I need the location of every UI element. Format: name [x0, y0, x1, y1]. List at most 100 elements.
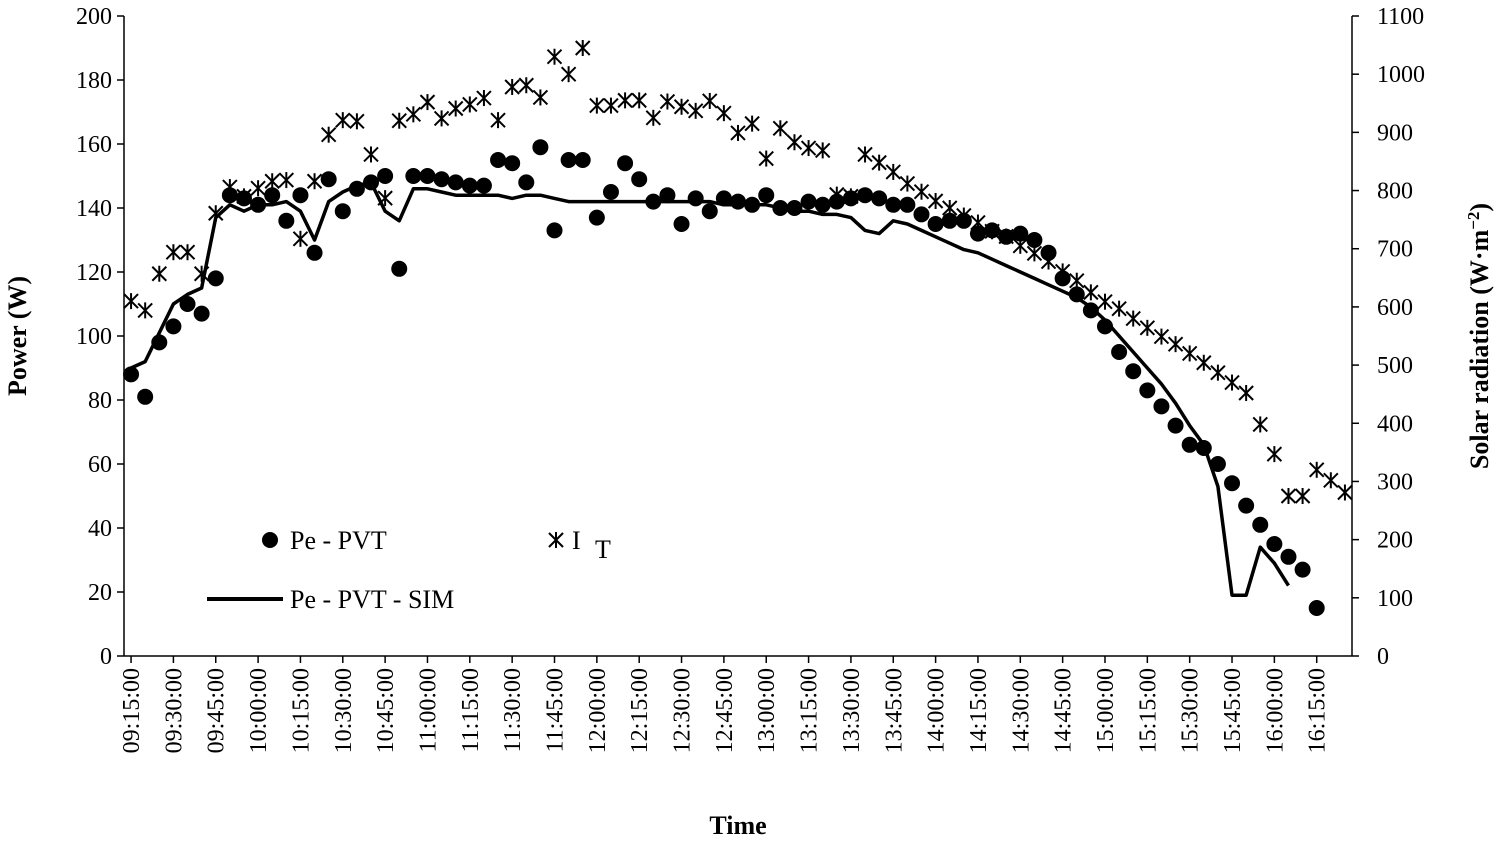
- it-point: [857, 146, 873, 163]
- pe-point: [1181, 436, 1198, 453]
- x-tick-label: 14:00:00: [924, 668, 950, 753]
- x-tick-label: 11:00:00: [415, 668, 441, 752]
- it-point: [617, 92, 633, 109]
- it-point: [349, 113, 365, 130]
- it-point: [814, 142, 831, 159]
- pe-point: [334, 203, 351, 220]
- left-y-axis-title: Power (W): [3, 276, 32, 396]
- right-y-tick-label: 700: [1377, 237, 1413, 263]
- it-point: [320, 126, 337, 143]
- it-point: [786, 134, 803, 151]
- it-point: [1167, 336, 1184, 353]
- it-point: [1069, 272, 1085, 289]
- x-tick-label: 10:15:00: [288, 668, 314, 753]
- right-y-tick-label: 800: [1377, 179, 1413, 205]
- left-y-tick-label: 140: [76, 196, 112, 222]
- pe-point: [363, 174, 380, 191]
- it-point: [730, 124, 746, 141]
- right-y-tick-label: 100: [1377, 586, 1413, 612]
- right-y-tick-label: 500: [1377, 353, 1413, 379]
- pe-point: [1040, 244, 1057, 261]
- it-point: [433, 110, 450, 127]
- x-tick-label: 09:30:00: [161, 668, 187, 753]
- it-point: [208, 205, 224, 222]
- it-point: [306, 173, 323, 190]
- it-point: [1083, 284, 1099, 301]
- pe-point: [193, 305, 210, 322]
- it-point: [447, 100, 464, 117]
- it-point: [546, 48, 563, 65]
- pe-point: [1195, 440, 1212, 456]
- pe-point: [532, 139, 549, 156]
- pe-point: [800, 193, 817, 210]
- it-point: [363, 146, 379, 163]
- it-point: [391, 112, 407, 129]
- it-point: [673, 98, 690, 115]
- it-point: [1139, 319, 1156, 336]
- pe-point: [1054, 270, 1071, 287]
- pe-point: [377, 168, 394, 184]
- pe-point: [602, 184, 619, 200]
- pe-point: [631, 171, 648, 188]
- pe-point: [235, 190, 252, 207]
- it-point: [1337, 484, 1353, 501]
- it-point: [532, 89, 549, 106]
- it-point: [659, 93, 676, 110]
- x-tick-label: 11:45:00: [543, 668, 569, 752]
- right-y-tick-label: 0: [1377, 644, 1389, 670]
- pe-point: [885, 196, 902, 213]
- pe-point: [687, 190, 704, 207]
- pe-point: [758, 187, 775, 204]
- pe-point: [292, 187, 309, 204]
- pe-point: [137, 388, 154, 405]
- pe-point: [1125, 363, 1142, 380]
- pe-point: [1167, 417, 1184, 434]
- pe-point: [645, 193, 662, 210]
- it-point: [687, 102, 704, 119]
- x-tick-label: 09:45:00: [204, 668, 230, 753]
- it-point: [462, 96, 478, 113]
- it-point: [744, 115, 760, 132]
- pe-point: [405, 168, 422, 184]
- pe-point: [1111, 344, 1128, 360]
- it-point: [716, 105, 732, 122]
- left-y-tick-label: 160: [76, 132, 112, 158]
- it-point: [913, 183, 930, 200]
- pe-point: [1153, 398, 1170, 415]
- pe-point: [1068, 286, 1085, 303]
- pe-point: [617, 155, 634, 172]
- pe-point: [221, 187, 238, 204]
- x-tick-label: 10:00:00: [246, 668, 272, 753]
- pe-point: [969, 225, 986, 242]
- pe-point: [447, 174, 464, 191]
- it-point: [575, 40, 591, 56]
- x-tick-label: 11:30:00: [500, 668, 526, 752]
- left-y-tick-label: 180: [76, 68, 112, 94]
- it-point: [151, 265, 167, 282]
- it-point: [1294, 488, 1311, 504]
- pe-point: [772, 200, 789, 216]
- x-tick-label: 14:15:00: [966, 668, 992, 753]
- legend-marker-pe-pvt: [262, 532, 278, 548]
- pe-point: [1308, 600, 1325, 616]
- it-point: [927, 193, 944, 210]
- left-y-ticks: 0 20 40 60 80 100 120 140 160 180 200: [76, 4, 124, 670]
- pe-point: [998, 228, 1015, 245]
- pe-point: [348, 180, 365, 197]
- it-point: [292, 230, 309, 247]
- it-point: [476, 90, 492, 107]
- series-pe-pvt: [123, 139, 1325, 616]
- it-point: [1111, 300, 1127, 317]
- pe-point: [1280, 548, 1297, 565]
- x-tick-label: 13:30:00: [839, 668, 865, 753]
- it-point: [1097, 293, 1113, 310]
- pe-point: [264, 187, 281, 204]
- right-y-tick-label: 1100: [1377, 4, 1424, 30]
- pe-point: [701, 203, 718, 220]
- pe-point: [1096, 318, 1113, 335]
- x-tick-label: 15:00:00: [1093, 668, 1119, 753]
- it-point: [123, 293, 139, 310]
- right-y-tick-label: 1000: [1377, 62, 1425, 88]
- pe-point: [560, 152, 577, 168]
- pe-point: [871, 190, 888, 207]
